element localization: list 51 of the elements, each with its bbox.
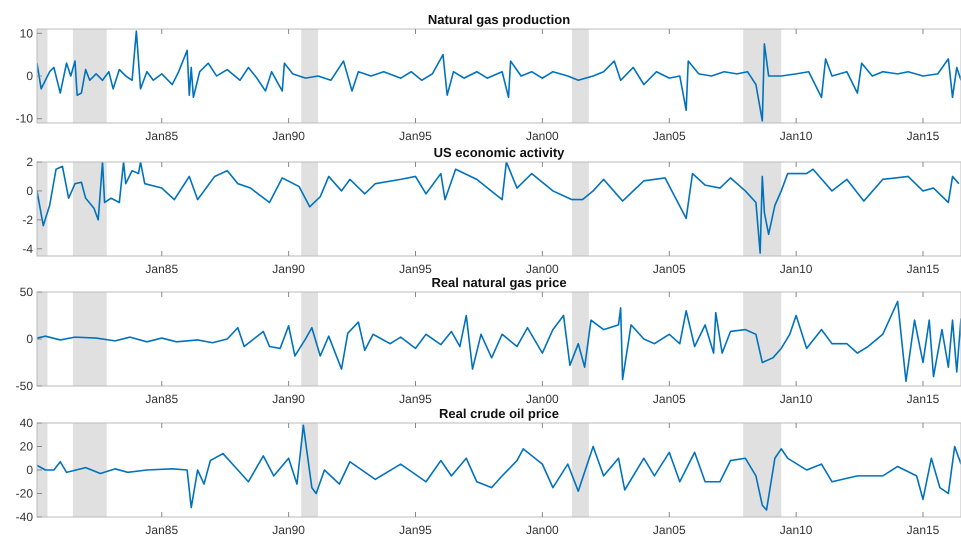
x-tick-label: Jan15	[906, 392, 940, 406]
x-tick-label: Jan00	[526, 523, 560, 537]
x-tick-label: Jan00	[526, 262, 560, 276]
y-tick-label: 50	[20, 285, 34, 299]
x-tick-label: Jan90	[272, 392, 306, 406]
x-tick-label: Jan10	[780, 523, 813, 537]
line-series	[37, 162, 960, 254]
x-tick-label: Jan95	[399, 392, 432, 406]
x-tick-label: Jan85	[145, 262, 178, 276]
x-tick-label: Jan10	[780, 129, 813, 143]
x-tick-label: Jan15	[906, 262, 940, 276]
line-series	[37, 300, 961, 382]
x-tick-label: Jan00	[526, 392, 560, 406]
y-tick-label: -20	[16, 486, 34, 500]
x-tick-label: Jan05	[652, 523, 686, 537]
x-tick-label: Jan10	[780, 262, 813, 276]
y-tick-label: -4	[22, 242, 34, 256]
x-tick-label: Jan85	[145, 129, 178, 143]
chart-title: Real natural gas price	[431, 275, 567, 290]
y-tick-label: 0	[26, 332, 34, 346]
x-tick-label: Jan95	[399, 262, 432, 276]
y-tick-label: 10	[20, 26, 34, 40]
y-tick-label: -40	[16, 510, 34, 524]
x-tick-label: Jan15	[906, 523, 940, 537]
x-tick-label: Jan00	[526, 129, 560, 143]
x-tick-label: Jan90	[272, 523, 306, 537]
x-tick-label: Jan05	[652, 129, 686, 143]
x-tick-label: Jan05	[652, 262, 686, 276]
y-tick-label: 0	[26, 184, 34, 198]
chart-title: Real crude oil price	[439, 406, 559, 421]
x-tick-label: Jan85	[145, 523, 178, 537]
x-tick-label: Jan90	[272, 262, 306, 276]
chart-title: US economic activity	[434, 145, 566, 160]
x-tick-label: Jan85	[145, 392, 178, 406]
line-series	[37, 30, 961, 122]
y-tick-label: -2	[22, 212, 34, 227]
y-tick-label: 40	[20, 416, 34, 430]
y-tick-label: 0	[26, 463, 34, 477]
x-tick-label: Jan10	[780, 392, 813, 406]
x-tick-label: Jan90	[272, 129, 306, 143]
x-tick-label: Jan95	[399, 523, 432, 537]
x-tick-label: Jan05	[652, 392, 686, 406]
y-tick-label: -50	[16, 379, 34, 393]
y-tick-label: 20	[20, 440, 34, 454]
chart-title: Natural gas production	[428, 12, 570, 27]
y-tick-label: -10	[16, 112, 34, 126]
y-tick-label: 2	[26, 155, 34, 169]
line-series	[37, 424, 961, 511]
x-tick-label: Jan15	[906, 129, 940, 143]
y-tick-label: 0	[26, 69, 34, 83]
x-tick-label: Jan95	[399, 129, 432, 143]
